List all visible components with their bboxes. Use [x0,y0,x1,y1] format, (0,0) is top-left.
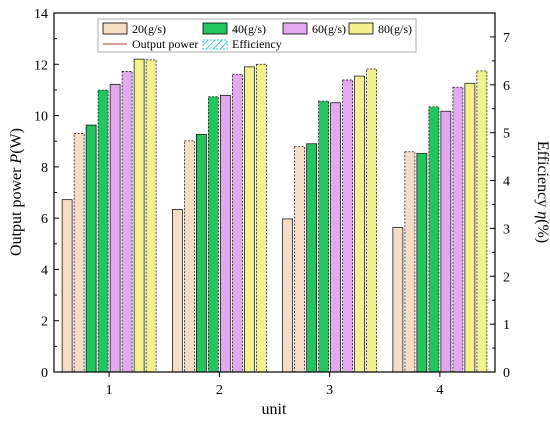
x-tick-label: 4 [436,383,443,398]
efficiency-bar [318,100,329,373]
legend-label-40gs: 40(g/s) [232,22,266,36]
efficiency-bar [232,73,243,373]
left-tick-label: 12 [34,58,48,73]
efficiency-bar [366,68,377,373]
legend-swatch-40gs [202,22,228,35]
efficiency-bar [428,106,440,373]
efficiency-bar [294,146,305,373]
x-tick-label: 2 [216,383,223,398]
right-tick-label: 4 [503,175,510,190]
legend-swatch-efficiency [202,39,228,50]
power-bar [244,66,255,373]
power-bar [464,82,476,373]
left-tick-label: 2 [41,315,48,330]
efficiency-bar [145,59,157,373]
left-tick-label: 10 [34,110,48,125]
right-tick-label: 0 [503,366,510,381]
power-bar [133,58,145,373]
power-bar [172,209,183,373]
left-tick-label: 6 [41,212,48,227]
left-tick-label: 0 [41,366,48,381]
power-bar [440,110,452,373]
bars-group [61,58,488,373]
efficiency-bar [208,96,219,373]
legend-label-20gs: 20(g/s) [132,22,166,36]
efficiency-bar [404,151,416,373]
right-tick-label: 2 [503,270,510,285]
power-bar [85,124,97,373]
legend: 20(g/s) 40(g/s) 60(g/s) 80(g/s) Output p… [97,18,417,53]
efficiency-bar [256,63,267,373]
power-bar [196,133,207,373]
power-bar [220,94,231,373]
left-tick-label: 14 [34,7,48,22]
left-y-axis: 0 2 4 6 8 10 12 14 [34,7,59,381]
x-tick-label: 3 [326,383,333,398]
right-tick-label: 6 [503,79,510,94]
legend-swatch-20gs [102,22,128,35]
efficiency-bar [342,79,353,373]
x-axis-title: unit [262,401,287,418]
efficiency-bar [184,140,195,373]
left-y-axis-title: Output power P(W) [8,128,25,256]
legend-swatch-60gs [282,22,308,35]
legend-label-80gs: 80(g/s) [378,22,412,36]
right-tick-label: 1 [503,318,510,333]
right-tick-label: 7 [503,31,510,46]
power-bar [354,75,365,373]
efficiency-bar [452,86,464,373]
right-y-axis: 0 1 2 3 4 5 6 7 [490,31,510,381]
efficiency-bar [476,70,488,373]
power-bar [109,83,121,373]
left-tick-label: 8 [41,161,48,176]
right-tick-label: 5 [503,127,510,142]
right-tick-label: 3 [503,222,510,237]
power-bar [61,199,73,373]
x-tick-label: 1 [106,383,113,398]
power-bar [392,227,404,373]
power-bar [330,102,341,373]
legend-label-output-power: Output power [132,37,198,51]
right-y-axis-title: Efficiency η(%) [534,141,550,243]
x-axis: 1 2 3 4 [106,372,443,398]
power-bar [416,153,428,373]
legend-label-efficiency: Efficiency [232,37,282,51]
power-bar [306,143,317,373]
efficiency-bar [73,133,85,373]
power-bar [282,218,293,373]
legend-label-60gs: 60(g/s) [312,22,346,36]
legend-swatch-80gs [348,22,374,35]
efficiency-bar [121,71,133,373]
efficiency-bar [97,89,109,373]
left-tick-label: 4 [41,263,48,278]
